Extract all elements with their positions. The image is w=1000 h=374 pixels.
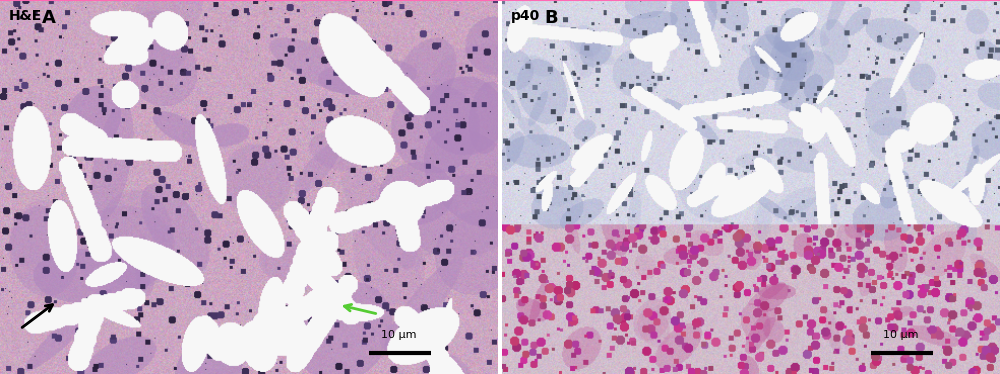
Text: 10 μm: 10 μm [883, 330, 918, 340]
Text: 10 μm: 10 μm [381, 330, 416, 340]
Text: H&E: H&E [9, 9, 42, 23]
Text: p40: p40 [511, 9, 540, 23]
Text: B: B [544, 9, 558, 27]
Text: A: A [42, 9, 56, 27]
